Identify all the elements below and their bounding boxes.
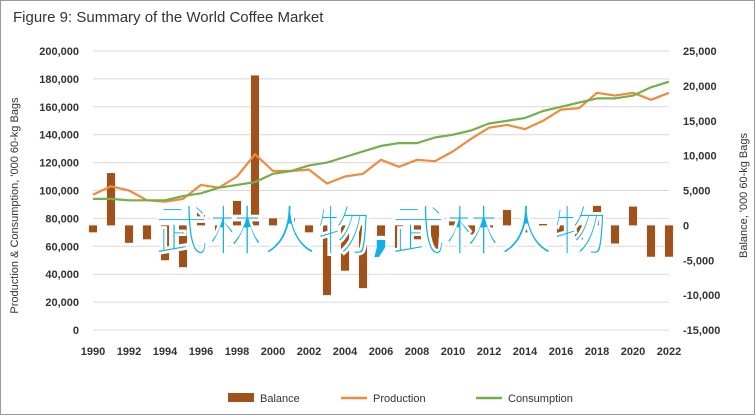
x-tick-label: 2004: [333, 346, 358, 358]
x-tick-label: 1998: [225, 346, 249, 358]
balance-bar: [592, 205, 602, 226]
left-axis-label: Production & Consumption, '000 60-kg Bag…: [9, 97, 21, 314]
balance-bar: [304, 225, 314, 233]
production-line: [92, 91, 670, 203]
balance-bar: [394, 225, 404, 254]
x-tick-label: 2002: [297, 346, 321, 358]
balance-bar: [178, 225, 188, 268]
balance-bar: [232, 200, 242, 226]
x-tick-label: 2020: [621, 346, 645, 358]
balance-bar: [646, 225, 656, 257]
x-tick-label: 2018: [585, 346, 609, 358]
balance-bar: [448, 219, 458, 226]
balance-bar: [502, 210, 512, 226]
left-tick-label: 100,000: [39, 186, 79, 198]
balance-bar: [250, 75, 260, 226]
balance-bar: [556, 225, 566, 234]
right-tick-label: -10,000: [683, 290, 720, 302]
right-tick-label: 15,000: [683, 116, 717, 128]
x-tick-label: 2016: [549, 346, 573, 358]
balance-bar: [124, 225, 134, 243]
balance-bar: [430, 225, 440, 254]
x-tick-label: 1990: [81, 346, 105, 358]
x-tick-label: 2010: [441, 346, 465, 358]
x-tick-label: 1994: [153, 346, 178, 358]
x-tick-label: 2012: [477, 346, 501, 358]
balance-bar: [628, 206, 638, 226]
chart-title: Figure 9: Summary of the World Coffee Ma…: [13, 9, 324, 26]
left-tick-label: 60,000: [45, 241, 79, 253]
x-tick-label: 2006: [369, 346, 393, 358]
left-tick-label: 0: [73, 325, 79, 337]
x-tick-label: 1996: [189, 346, 213, 358]
right-tick-label: -5,000: [683, 255, 714, 267]
left-tick-label: 180,000: [39, 74, 79, 86]
x-tick-label: 2000: [261, 346, 285, 358]
balance-bar: [484, 225, 494, 228]
balance-bar: [322, 225, 332, 296]
consumption-line: [93, 80, 670, 202]
right-axis-label: Balance, '000 60-kg Bags: [738, 132, 750, 258]
watermark-text: 武林人物,武林人物: [155, 200, 608, 263]
balance-bar: [340, 225, 350, 271]
legend-label-consumption: Consumption: [508, 393, 573, 405]
balance-bar: [160, 225, 170, 261]
right-tick-label: 20,000: [683, 81, 717, 93]
balance-bar: [538, 223, 548, 226]
legend-label-production: Production: [373, 393, 426, 405]
balance-bar: [376, 225, 386, 236]
left-tick-label: 160,000: [39, 102, 79, 114]
balance-bar: [412, 225, 422, 240]
right-tick-label: 5,000: [683, 186, 711, 198]
left-tick-label: 20,000: [45, 297, 79, 309]
x-tick-label: 2022: [657, 346, 681, 358]
legend-swatch-balance: [228, 393, 254, 402]
balance-bar: [574, 225, 584, 240]
left-tick-label: 120,000: [39, 158, 79, 170]
balance-bar: [88, 225, 98, 233]
balance-bar: [664, 225, 674, 257]
balance-bar: [610, 225, 620, 244]
left-tick-label: 40,000: [45, 269, 79, 281]
grid-layer: [93, 50, 669, 331]
balance-bar: [358, 225, 368, 289]
balance-bar: [196, 211, 206, 226]
left-tick-label: 80,000: [45, 213, 79, 225]
balance-bar: [214, 225, 224, 233]
balance-bar: [142, 225, 152, 240]
balance-bar: [466, 225, 476, 235]
right-tick-label: -15,000: [683, 325, 720, 337]
left-tick-label: 140,000: [39, 130, 79, 142]
right-tick-label: 10,000: [683, 151, 717, 163]
left-tick-label: 200,000: [39, 46, 79, 58]
x-tick-label: 2008: [405, 346, 429, 358]
right-tick-label: 0: [683, 220, 689, 232]
x-tick-label: 2014: [513, 346, 538, 358]
axes: 0 20,000 40,000 60,000 80,000 100,000 120,000 1…: [9, 46, 750, 358]
right-tick-label: 25,000: [683, 46, 717, 58]
series-lines: [92, 80, 670, 203]
legend: Balance Production Consumption: [228, 393, 573, 405]
legend-label-balance: Balance: [260, 393, 300, 405]
balance-bar: [520, 225, 530, 233]
x-tick-label: 1992: [117, 346, 141, 358]
balance-bar: [286, 218, 296, 226]
balance-bar: [268, 218, 278, 226]
